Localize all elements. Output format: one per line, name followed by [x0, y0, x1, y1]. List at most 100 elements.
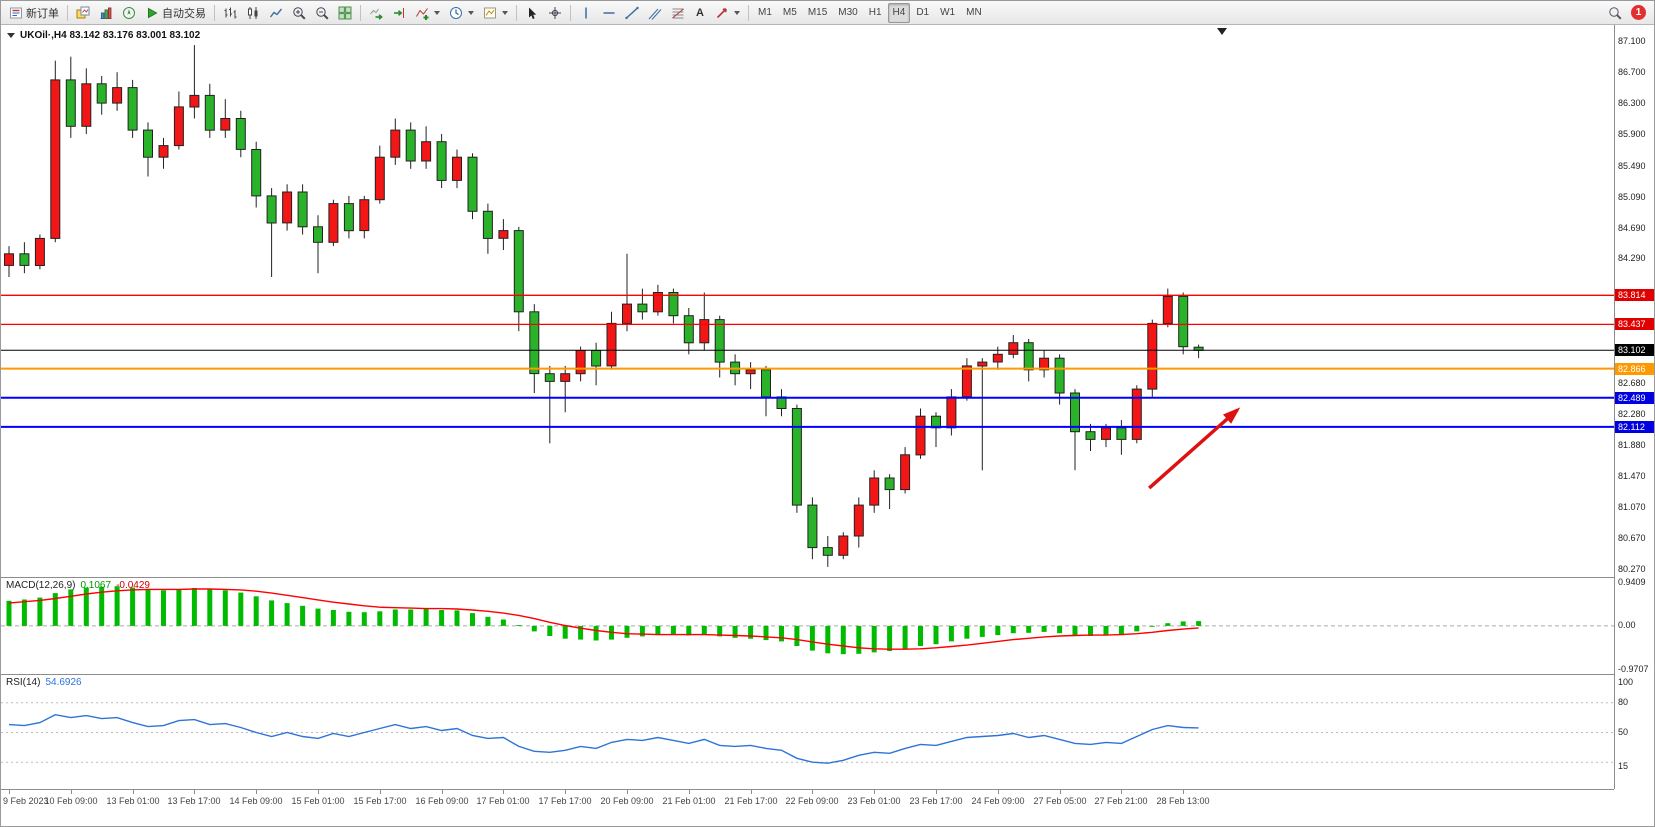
line-chart-mode-button[interactable] — [265, 3, 287, 23]
time-axis-label: 14 Feb 09:00 — [229, 796, 283, 806]
bar-chart-mode-button[interactable] — [219, 3, 241, 23]
time-axis-tick — [1121, 790, 1122, 794]
tile-windows-button[interactable] — [334, 3, 356, 23]
time-axis-tick — [751, 790, 752, 794]
price-badge: 83.102 — [1615, 344, 1654, 356]
notification-badge[interactable]: 1 — [1631, 5, 1646, 20]
macd-name: MACD(12,26,9) — [6, 580, 76, 591]
price-badge: 82.112 — [1615, 421, 1654, 433]
time-axis-tick — [874, 790, 875, 794]
macd-panel[interactable] — [1, 577, 1614, 674]
zoom-in-button[interactable] — [288, 3, 310, 23]
trendline-tool-button[interactable] — [621, 3, 643, 23]
candlestick-mode-button[interactable] — [242, 3, 264, 23]
price-tick: 82.680 — [1618, 378, 1646, 388]
indicators-button[interactable] — [411, 3, 444, 23]
price-tick: 85.490 — [1618, 161, 1646, 171]
fibonacci-icon — [671, 6, 685, 20]
fibonacci-tool-button[interactable] — [667, 3, 689, 23]
navigator-compass-icon — [122, 6, 136, 20]
chart-symbol-label: UKOil·,H4 83.142 83.176 83.001 83.102 — [7, 30, 200, 41]
timeframe-m30[interactable]: M30 — [833, 3, 862, 23]
time-axis-tick — [380, 790, 381, 794]
time-axis-label: 17 Feb 17:00 — [538, 796, 592, 806]
macd-indicator-label: MACD(12,26,9) 0.1067 -0.0429 — [6, 580, 150, 591]
time-axis-tick — [133, 790, 134, 794]
rsi-scale-tick: 15 — [1618, 761, 1629, 771]
toolbar-separator — [748, 4, 749, 21]
toolbar-separator — [67, 4, 68, 21]
dropdown-caret-icon — [468, 10, 474, 15]
candlestick-icon — [246, 6, 260, 20]
time-axis-tick — [998, 790, 999, 794]
vertical-line-tool-button[interactable] — [575, 3, 597, 23]
toolbar-separator — [360, 4, 361, 21]
new-order-button[interactable]: 新订单 — [5, 3, 63, 23]
macd-scale-tick: 0.9409 — [1618, 577, 1646, 587]
new-order-label: 新订单 — [26, 7, 59, 20]
time-axis-label: 21 Feb 01:00 — [662, 796, 716, 806]
dropdown-caret-icon — [434, 10, 440, 15]
time-axis-label: 15 Feb 17:00 — [353, 796, 407, 806]
navigator-button[interactable] — [118, 3, 140, 23]
toolbar-separator — [516, 4, 517, 21]
search-button[interactable] — [1604, 3, 1626, 23]
templates-button[interactable] — [479, 3, 512, 23]
timeframe-m1[interactable]: M1 — [753, 3, 777, 23]
auto-trading-button[interactable]: 自动交易 — [141, 3, 210, 23]
timeframe-d1[interactable]: D1 — [911, 3, 934, 23]
timeframe-m5[interactable]: M5 — [778, 3, 802, 23]
time-axis-tick — [627, 790, 628, 794]
auto-scroll-icon — [369, 6, 383, 20]
channel-tool-button[interactable] — [644, 3, 666, 23]
price-tick: 85.090 — [1618, 192, 1646, 202]
rsi-panel[interactable] — [1, 674, 1614, 789]
time-axis[interactable]: 9 Feb 2023 10 Feb 09:00 13 Feb 01:00 13 Feb… — [1, 789, 1614, 826]
trendline-icon — [625, 6, 639, 20]
tile-windows-icon — [338, 6, 352, 20]
zoom-out-icon — [315, 6, 329, 20]
timeframe-h1[interactable]: H1 — [864, 3, 887, 23]
auto-scroll-button[interactable] — [365, 3, 387, 23]
charts-window-button[interactable] — [72, 3, 94, 23]
time-axis-tick — [1183, 790, 1184, 794]
time-axis-label: 24 Feb 09:00 — [971, 796, 1025, 806]
horizontal-line-tool-button[interactable] — [598, 3, 620, 23]
channel-icon — [648, 6, 662, 20]
arrows-tool-button[interactable] — [711, 3, 744, 23]
rsi-indicator-label: RSI(14) 54.6926 — [6, 677, 82, 688]
time-axis-label: 9 Feb 2023 — [3, 796, 49, 806]
price-tick: 84.290 — [1618, 253, 1646, 263]
time-axis-label: 16 Feb 09:00 — [415, 796, 469, 806]
price-tick: 80.270 — [1618, 564, 1646, 574]
one-click-trading-caret-icon[interactable] — [7, 33, 15, 38]
chart-shift-marker-icon[interactable] — [1217, 28, 1227, 35]
chart-shift-button[interactable] — [388, 3, 410, 23]
time-axis-tick — [71, 790, 72, 794]
dropdown-caret-icon — [734, 10, 740, 15]
timeframe-mn[interactable]: MN — [961, 3, 987, 23]
zoom-out-button[interactable] — [311, 3, 333, 23]
play-icon — [145, 6, 159, 20]
bar-profile-icon — [99, 6, 113, 20]
rsi-canvas — [1, 702, 1614, 764]
time-axis-label: 23 Feb 17:00 — [909, 796, 963, 806]
text-tool-icon: A — [696, 6, 704, 19]
cursor-button[interactable] — [521, 3, 543, 23]
price-tick: 86.700 — [1618, 67, 1646, 77]
main-price-chart[interactable] — [1, 25, 1614, 577]
template-icon — [483, 6, 497, 20]
bar-chart-icon — [223, 6, 237, 20]
periods-button[interactable] — [445, 3, 478, 23]
crosshair-button[interactable] — [544, 3, 566, 23]
time-axis-tick — [256, 790, 257, 794]
text-tool-button[interactable]: A — [690, 3, 710, 23]
macd-scale-tick: -0.9707 — [1618, 664, 1649, 674]
timeframe-m15[interactable]: M15 — [803, 3, 832, 23]
timeframe-w1[interactable]: W1 — [935, 3, 960, 23]
profiles-button[interactable] — [95, 3, 117, 23]
price-scale[interactable]: 87.100 86.700 86.300 85.900 85.490 85.090 84.6… — [1614, 25, 1654, 789]
timeframe-h4[interactable]: H4 — [887, 2, 911, 23]
price-tick: 81.470 — [1618, 471, 1646, 481]
time-axis-tick — [442, 790, 443, 794]
